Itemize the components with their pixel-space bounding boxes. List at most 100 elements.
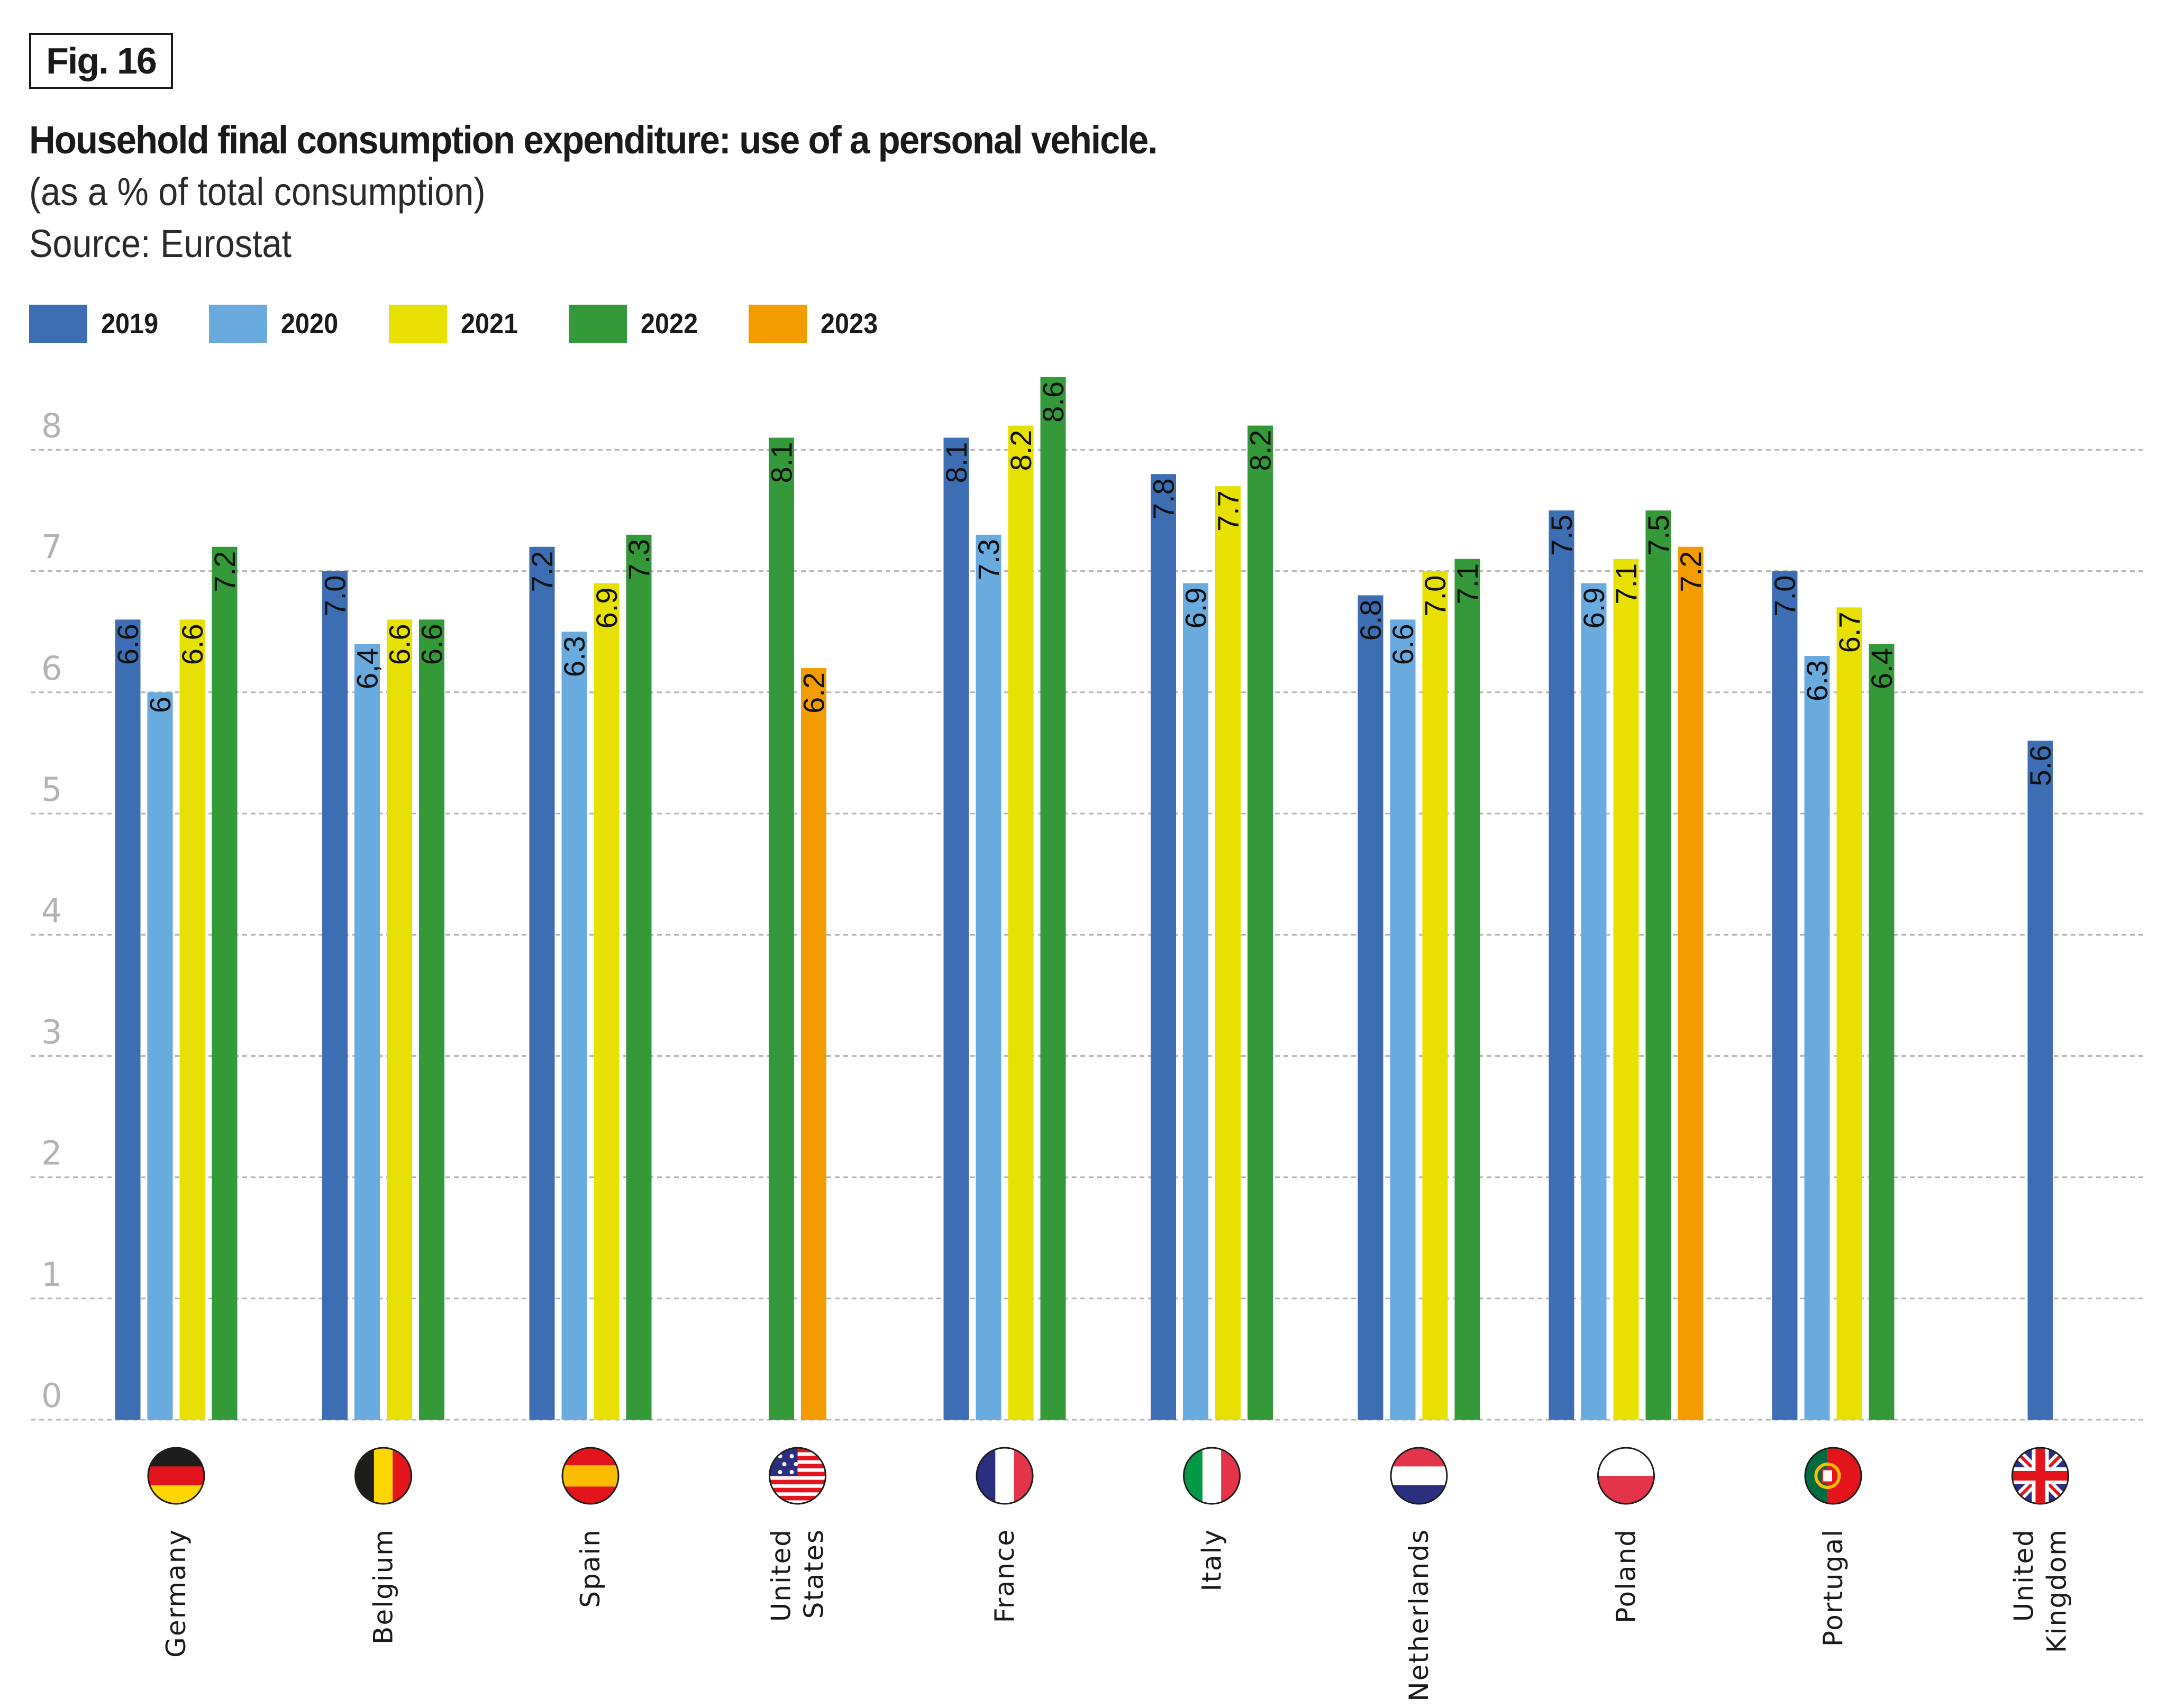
bar-2021: [1008, 425, 1034, 1420]
flag-outline: [2011, 1447, 2069, 1505]
bar-group-germany: 6.6 6 6.6 7.2: [111, 546, 241, 1420]
bar-2020: [976, 534, 1001, 1420]
bar-2019: [322, 571, 348, 1420]
bar-group-italy: 7.8 6.9 7.7 8.2: [1147, 425, 1277, 1420]
bars: 6.666.67.27.06,46.66.67.26.36.97.38.16.2…: [111, 377, 2057, 1420]
bar-value-label: 6.6: [176, 624, 209, 665]
bar-value-label: 7.1: [1609, 563, 1643, 605]
bar-value-label: 7.0: [1418, 576, 1452, 617]
bar-group-united-kingdom: 5.6: [2024, 741, 2057, 1420]
country-label: Belgium: [368, 1529, 399, 1645]
bar-2022: [769, 437, 794, 1420]
spain-flag-icon: [562, 1448, 618, 1504]
bar-value-label: 6.9: [1179, 588, 1213, 629]
legend-item-2022: 2022: [569, 305, 749, 343]
legend-item-2020: 2020: [209, 305, 389, 343]
bar-value-label: 7.8: [1147, 478, 1180, 519]
flag-outline: [976, 1447, 1034, 1505]
bar-value-label: 8.2: [1004, 430, 1037, 471]
bar-value-label: 8.1: [940, 442, 973, 483]
bar-2021: [387, 619, 412, 1420]
bar-2019: [1151, 474, 1176, 1420]
bar-value-label: 6.6: [415, 624, 449, 665]
bar-2022: [1454, 559, 1480, 1420]
bar-value-label: 6.6: [111, 624, 144, 665]
flag-outline: [1183, 1447, 1241, 1505]
bar-value-label: 7.2: [525, 551, 559, 592]
country-label: Poland: [1611, 1529, 1642, 1623]
legend-label-2019: 2019: [101, 308, 159, 340]
legend-item-2023: 2023: [749, 305, 928, 343]
bar-value-label: 6.2: [797, 672, 831, 714]
y-axis: 0 1 2 3 4 5 6 7 8: [41, 406, 62, 1415]
bar-value-label: 8.2: [1244, 430, 1277, 471]
flag-outline: [354, 1447, 412, 1505]
country-label: Netherlands: [1404, 1529, 1434, 1702]
bar-2020: [1581, 583, 1607, 1420]
bar-group-netherlands: 6.86.6 7.07.1: [1354, 559, 1484, 1420]
figure-label: Fig. 16: [29, 33, 173, 89]
y-tick-label-2: 2: [41, 1134, 62, 1173]
bar-group-belgium: 7.06,46.66.6: [318, 571, 449, 1420]
bar-value-label: 8.1: [765, 442, 798, 483]
chart-title: Household final consumption expenditure:…: [29, 118, 1158, 162]
legend-label-2021: 2021: [461, 308, 518, 340]
bar-value-label: 7.5: [1642, 515, 1675, 556]
legend-label-2020: 2020: [281, 308, 339, 340]
legend-label-2022: 2022: [641, 308, 698, 340]
bar-value-label: 7.0: [1768, 576, 1801, 617]
chart-source: Source: Eurostat: [29, 222, 292, 266]
bar-2022: [1869, 644, 1895, 1420]
bar-2020: [147, 692, 173, 1420]
legend-swatch-2020: [209, 305, 267, 343]
bar-value-label: 7.0: [318, 576, 352, 617]
bar-2021: [594, 583, 620, 1420]
bar-2019: [943, 437, 969, 1420]
bar-2023: [1678, 546, 1704, 1420]
bar-group-united-states: 8.1 6.2: [765, 437, 831, 1420]
flag-outline: [561, 1447, 620, 1505]
y-tick-label-4: 4: [41, 891, 62, 930]
y-tick-label-7: 7: [41, 528, 62, 567]
bar-2021: [1836, 607, 1862, 1420]
bar-value-label: 6.7: [1833, 611, 1866, 653]
bar-value-label: 7.2: [1674, 551, 1707, 592]
x-axis-labels: Germany Belgium Spain United States France Ita…: [161, 1529, 2072, 1702]
bar-2022: [626, 534, 652, 1420]
bar-group-poland: 7.56.97.17.57.2: [1545, 510, 1707, 1420]
country-label: United: [766, 1529, 797, 1622]
bar-2020: [1183, 583, 1208, 1420]
bar-value-label: 6.6: [1386, 624, 1419, 665]
bar-2021: [1422, 571, 1448, 1420]
bar-value-label: 6.3: [1800, 660, 1834, 701]
flag-outline: [1597, 1447, 1655, 1505]
bar-value-label: 5.6: [2024, 745, 2057, 786]
bar-2021: [1613, 559, 1639, 1420]
bar-2019: [1358, 595, 1383, 1420]
bar-2022: [419, 619, 444, 1420]
legend-label-2023: 2023: [821, 308, 878, 340]
legend-item-2021: 2021: [389, 305, 569, 343]
bar-2019: [1772, 571, 1798, 1420]
y-tick-label-6: 6: [41, 649, 62, 688]
y-tick-label-3: 3: [41, 1012, 62, 1051]
bar-2019: [115, 619, 141, 1420]
y-tick-label-8: 8: [41, 406, 62, 445]
country-label: Portugal: [1818, 1529, 1849, 1647]
country-label: Kingdom: [2042, 1529, 2072, 1653]
bar-2022: [1040, 377, 1066, 1420]
chart-subtitle: (as a % of total consumption): [29, 170, 486, 214]
country-label: France: [989, 1529, 1020, 1623]
bar-2023: [801, 668, 826, 1420]
y-tick-label-5: 5: [41, 770, 62, 809]
legend-item-2019: 2019: [29, 305, 209, 343]
bar-value-label: 6,4: [351, 648, 384, 689]
bar-2020: [561, 632, 587, 1420]
bar-value-label: 7.1: [1451, 563, 1484, 605]
country-label: Spain: [575, 1529, 606, 1608]
bar-value-label: 8.6: [1036, 381, 1070, 423]
legend-swatch-2021: [389, 305, 447, 343]
bar-2022: [1248, 425, 1273, 1420]
bar-2021: [1215, 486, 1241, 1420]
